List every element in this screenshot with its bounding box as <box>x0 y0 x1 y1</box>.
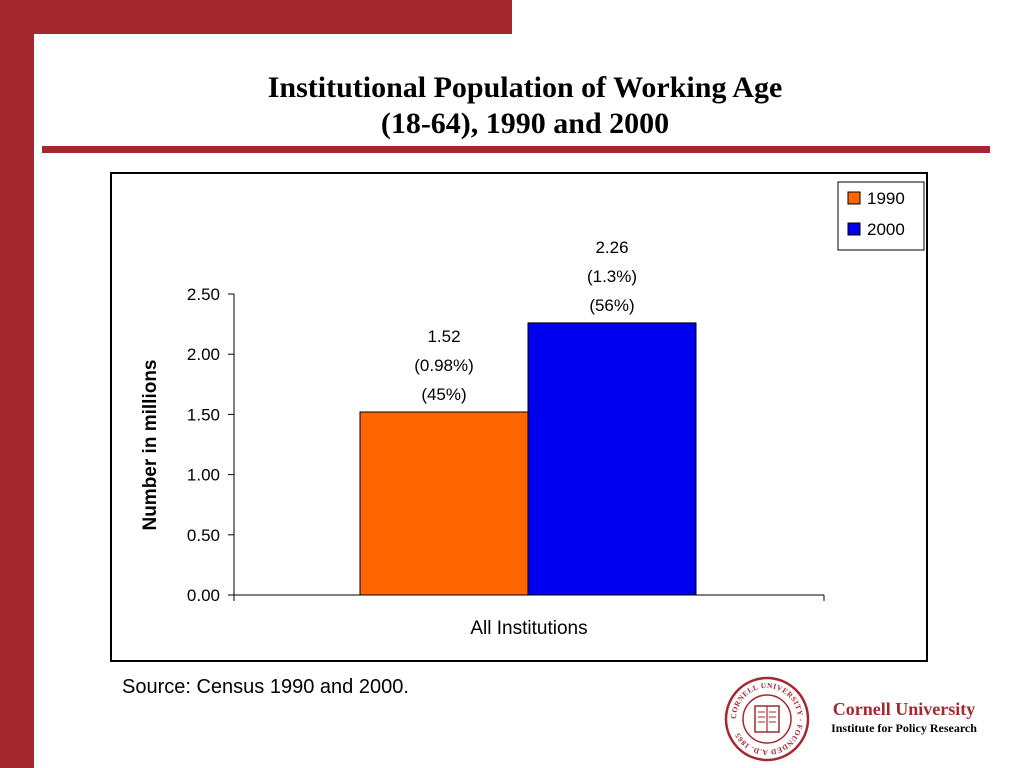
brand-institute: Institute for Policy Research <box>831 721 977 735</box>
y-axis-label: Number in millions <box>140 359 161 530</box>
y-tick-label: 1.50 <box>187 405 220 424</box>
brand-block: Cornell University Institute for Policy … <box>808 698 1000 736</box>
y-tick-label: 2.00 <box>187 345 220 364</box>
title-divider <box>42 146 990 153</box>
title-line-2: (18-64), 1990 and 2000 <box>380 107 670 140</box>
legend-swatch-2000 <box>847 222 861 236</box>
data-label-1990: (0.98%) <box>414 356 474 375</box>
legend-label-1990: 1990 <box>867 189 905 208</box>
data-label-1990: (45%) <box>421 385 466 404</box>
source-note: Source: Census 1990 and 2000. <box>122 676 409 698</box>
data-label-2000: (56%) <box>589 296 634 315</box>
top-accent-bar <box>0 0 512 34</box>
y-tick-label: 1.00 <box>187 466 220 485</box>
cornell-seal-icon: CORNELL UNIVERSITY · FOUNDED A.D. 1865 <box>724 676 810 762</box>
y-tick-label: 0.00 <box>187 586 220 605</box>
bar-2000 <box>527 322 697 596</box>
data-label-2000: 2.26 <box>595 238 628 257</box>
chart-frame: 0.00 0.50 1.00 1.50 2.00 2.50 Number in millio… <box>110 172 928 662</box>
data-label-1990: 1.52 <box>427 327 460 346</box>
title-line-1: Institutional Population of Working Age <box>267 71 783 104</box>
brand-university: Cornell University <box>832 699 976 719</box>
page-title: Institutional Population of Working Age … <box>0 70 1024 142</box>
legend-label-2000: 2000 <box>867 220 905 239</box>
legend-swatch-1990 <box>847 191 861 205</box>
y-tick-label: 0.50 <box>187 526 220 545</box>
left-accent-bar <box>0 0 34 768</box>
bar-chart: 0.00 0.50 1.00 1.50 2.00 2.50 Number in millio… <box>140 181 925 639</box>
y-tick-label: 2.50 <box>187 285 220 304</box>
bar-1990 <box>359 411 529 596</box>
data-label-2000: (1.3%) <box>587 267 637 286</box>
x-category-label: All Institutions <box>470 618 587 639</box>
